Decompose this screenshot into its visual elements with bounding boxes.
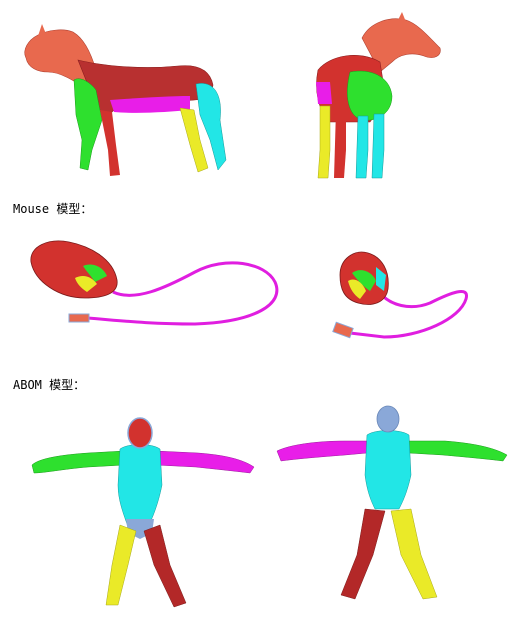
mouse-right-view — [330, 245, 480, 345]
horse-left-view — [18, 10, 238, 185]
horse-right-view — [300, 10, 450, 185]
human-back-view — [275, 405, 510, 605]
mouse-caption: Mouse 模型： — [13, 202, 93, 216]
mouse-left-view — [25, 232, 285, 332]
abom-caption: ABOM 模型： — [13, 378, 86, 392]
human-front-view — [28, 415, 258, 615]
